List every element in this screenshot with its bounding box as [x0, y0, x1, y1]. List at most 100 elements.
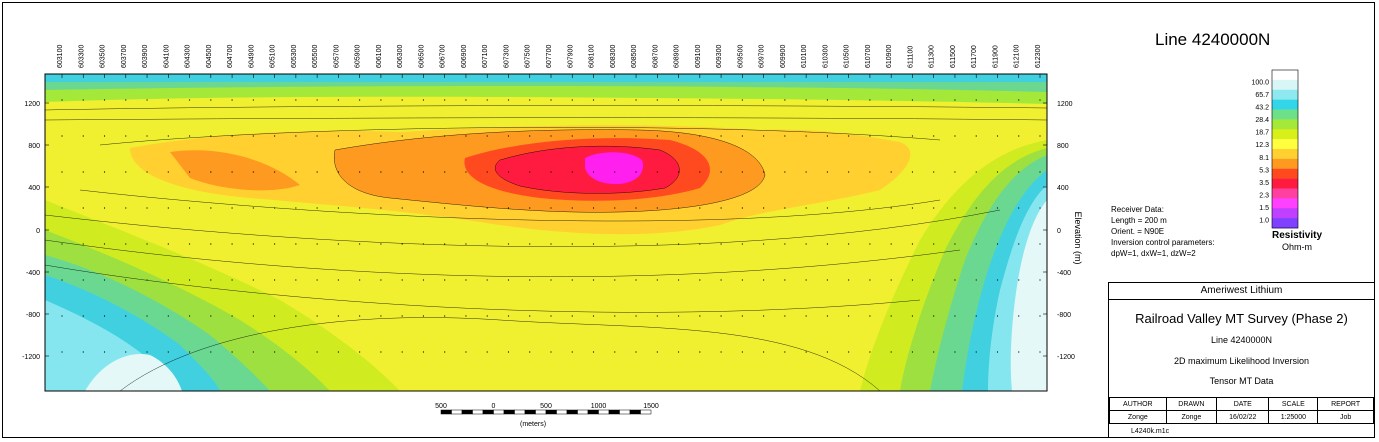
station-dot: [656, 135, 658, 137]
station-dot: [550, 243, 552, 245]
station-dot: [592, 99, 595, 101]
station-label: 603500: [100, 45, 107, 68]
station-dot: [933, 171, 935, 173]
station-label: 605500: [312, 45, 319, 68]
legend-swatch: [1272, 109, 1298, 120]
station-dot: [954, 135, 956, 137]
legend-value: 65.7: [1255, 92, 1269, 99]
station-dot: [614, 351, 616, 353]
station-dot: [699, 135, 701, 137]
station-dot: [252, 207, 254, 209]
station-dot: [380, 315, 382, 317]
station-dot: [592, 279, 595, 281]
station-dot: [975, 315, 977, 317]
station-dot: [805, 135, 807, 137]
legend-swatch: [1272, 99, 1298, 110]
station-dot: [82, 207, 84, 209]
station-dot: [890, 135, 892, 137]
station-dot: [571, 351, 573, 353]
station-dot: [656, 99, 658, 101]
station-dot: [274, 279, 276, 281]
station-dot: [507, 351, 510, 353]
elevation-label-left: -400: [26, 270, 40, 277]
station-dot: [933, 315, 935, 317]
station-dot: [571, 207, 573, 209]
station-dot: [295, 207, 297, 209]
station-dot: [422, 351, 425, 353]
station-dot: [422, 207, 425, 209]
station-dot: [82, 351, 84, 353]
scale-bar: 500 0 500 1000 1500: [435, 403, 659, 415]
station-dot: [954, 243, 956, 245]
station-label: 611700: [971, 45, 978, 68]
station-dot: [848, 243, 850, 245]
station-dot: [677, 171, 680, 173]
station-dot: [529, 207, 531, 209]
station-dot: [996, 279, 999, 281]
station-label: 609300: [716, 45, 723, 68]
scale-segment: [524, 409, 536, 415]
station-dot: [465, 351, 467, 353]
station-dot: [784, 207, 786, 209]
station-dot: [337, 243, 339, 245]
station-label: 603900: [142, 45, 149, 68]
station-dot: [465, 207, 467, 209]
station-dot: [337, 279, 339, 281]
station-dot: [784, 243, 786, 245]
station-dot: [465, 171, 467, 173]
station-dot: [231, 243, 233, 245]
station-dot: [805, 315, 807, 317]
station-dot: [61, 171, 63, 173]
scale-label: 500: [540, 403, 552, 410]
legend-swatch: [1272, 198, 1298, 209]
station-dot: [763, 351, 765, 353]
station-dot: [274, 351, 276, 353]
station-dot: [677, 207, 680, 209]
legend-swatch: [1272, 139, 1298, 150]
legend-value: 43.2: [1255, 105, 1269, 112]
scale-segment: [619, 409, 631, 415]
station-dot: [465, 135, 467, 137]
station-dot: [231, 99, 233, 101]
station-dot: [826, 99, 828, 101]
station-label: 604700: [227, 45, 234, 68]
station-dot: [677, 243, 680, 245]
station-dot: [103, 99, 106, 101]
station-dot: [996, 171, 999, 173]
station-dot: [699, 99, 701, 101]
station-dot: [975, 171, 977, 173]
station-dot: [720, 351, 722, 353]
station-dot: [380, 351, 382, 353]
station-label: 610500: [844, 45, 851, 68]
station-dot: [720, 315, 722, 317]
legend-swatch: [1272, 158, 1298, 170]
station-dot: [486, 351, 488, 353]
station-dot: [252, 279, 254, 281]
station-dot: [252, 99, 254, 101]
station-dot: [805, 351, 807, 353]
station-label: 603700: [121, 45, 128, 68]
station-dot: [635, 99, 637, 101]
station-dot: [380, 207, 382, 209]
station-dot: [954, 279, 956, 281]
scale-segment: [482, 409, 494, 415]
station-dot: [507, 207, 510, 209]
station-dot: [422, 315, 425, 317]
station-dot: [911, 243, 914, 245]
station-dot: [763, 171, 765, 173]
legend-value: 100.0: [1251, 80, 1269, 87]
station-dot: [188, 135, 191, 137]
station-dot: [210, 171, 212, 173]
scale-segment: [503, 409, 515, 415]
report-value: Job: [1317, 410, 1374, 424]
station-dot: [252, 171, 254, 173]
station-dot: [954, 207, 956, 209]
station-dot: [210, 135, 212, 137]
station-dot: [295, 351, 297, 353]
station-dot: [146, 135, 148, 137]
station-label: 607700: [546, 45, 553, 68]
station-dot: [763, 279, 765, 281]
data-type: Tensor MT Data: [1209, 376, 1274, 386]
scale-segment: [577, 409, 589, 415]
station-dot: [720, 279, 722, 281]
